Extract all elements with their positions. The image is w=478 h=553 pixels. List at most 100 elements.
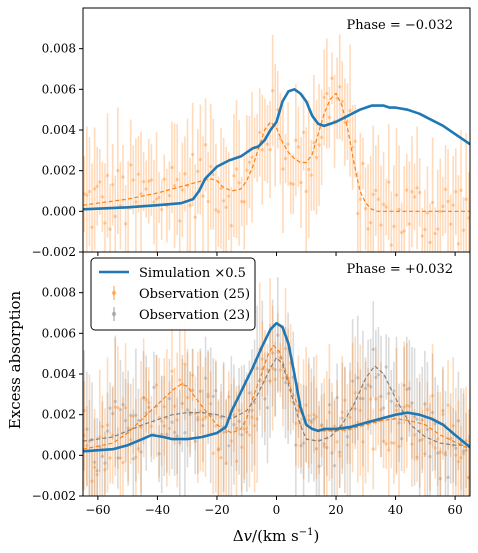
observation-point [103,468,107,472]
observation-point [412,415,417,419]
observation-point [85,444,89,448]
observation-point [203,143,208,147]
observation-point [206,199,210,204]
observation-point [392,389,396,393]
observation-point [273,377,277,382]
observation-point [157,452,161,456]
observation-point [322,95,326,99]
observation-point [162,424,166,428]
observation-point [172,184,177,188]
observation-point [423,402,427,406]
y-tick-label: 0.000 [42,204,76,218]
observation-point [103,221,107,225]
observation-point [289,181,293,185]
observation-point [281,167,285,171]
observation-point [232,174,236,178]
observation-point [245,426,249,430]
observation-point [167,194,172,198]
observation-point [335,440,339,444]
observation-point [111,412,115,416]
y-tick-label: 0.004 [42,367,77,381]
observation-point [356,211,360,216]
observation-point [180,401,184,406]
observation-point [134,413,138,417]
observation-point [160,432,164,436]
observation-point [332,463,337,468]
observation-point [185,396,190,400]
observation-point [384,205,388,209]
observation-point [309,421,313,425]
observation-point [376,373,381,377]
observation-point [451,424,455,428]
observation-point [100,454,104,459]
observation-point [338,450,342,454]
observation-point [216,210,221,214]
observation-point [400,230,404,235]
observation-point [379,394,383,399]
observation-point [105,429,110,433]
observation-point [314,447,319,451]
observation-point [196,169,200,174]
observation-point [459,188,463,192]
observation-point [175,434,179,438]
observation-point [467,475,470,479]
observation-point [214,208,218,212]
y-tick-label: 0.002 [42,164,76,178]
observation-point [371,347,375,352]
simulation-line [83,88,470,211]
observation-point [294,443,298,447]
observation-point [170,420,174,424]
observation-point [415,417,419,421]
observation-point [273,368,277,372]
observation-point [263,397,267,401]
observation-point [366,383,370,387]
y-tick-label: 0.000 [42,448,76,462]
observation-point [90,479,94,483]
observation-point [191,388,195,392]
observation-point [358,197,362,201]
observation-point [134,200,138,204]
x-tick-label: 20 [328,503,343,517]
observation-point [423,452,427,456]
observation-point [129,413,133,417]
observation-point [384,365,388,369]
observation-point [258,130,262,134]
observation-point [167,397,172,401]
observation-point [410,401,414,405]
observation-point [348,108,352,113]
observation-point [255,366,259,371]
observation-point [131,457,135,461]
x-axis-label: Δv/(km s−1) [233,527,320,545]
observation-point [178,378,182,382]
observation-point [283,380,288,385]
observation-point [214,388,218,393]
observation-point [301,130,306,134]
y-tick-label: −0.002 [32,245,76,259]
observation-point [108,227,112,231]
observation-point [438,450,442,454]
observation-point [196,418,200,422]
observation-point [196,415,200,419]
observation-point [454,190,458,194]
observation-point [175,177,179,182]
y-tick-label: 0.004 [42,123,77,137]
observation-point [320,135,324,139]
observation-point [410,442,414,446]
observation-point [314,155,319,159]
observation-point [353,407,357,411]
observation-point [467,216,470,220]
observation-point [240,433,244,437]
observation-point [268,379,272,383]
observation-point [139,192,143,196]
observation-point [451,203,455,207]
observation-point [121,175,125,179]
observation-point [438,477,442,481]
observation-point [191,152,195,157]
observation-point [134,455,138,459]
observation-point [170,165,174,170]
observation-point [222,199,226,203]
observation-point [387,448,391,452]
observation-point [322,445,326,449]
observation-point [144,398,148,402]
observation-point [384,442,388,446]
